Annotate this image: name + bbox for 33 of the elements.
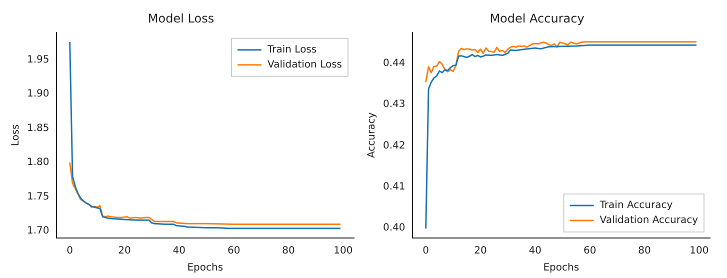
x-tick-label: 60 (227, 246, 240, 257)
y-tick-label: 1.70 (27, 226, 50, 237)
legend-label: Validation Accuracy (600, 215, 698, 226)
x-tick-label: 80 (638, 246, 651, 257)
y-axis-title: Accuracy (366, 112, 378, 158)
y-axis-title: Loss (10, 124, 22, 146)
y-tick-label: 1.95 (27, 54, 50, 66)
y-tick-label: 0.40 (383, 222, 406, 234)
x-tick-label: 100 (334, 246, 353, 257)
x-tick-label: 100 (690, 246, 709, 257)
x-tick-label: 20 (474, 246, 487, 257)
legend-label: Train Loss (266, 44, 317, 56)
y-tick-label: 0.42 (383, 140, 406, 152)
legend-label: Train Accuracy (598, 200, 673, 212)
y-tick-label: 1.80 (27, 157, 50, 168)
y-tick-label: 1.85 (27, 122, 50, 134)
legend-label: Validation Loss (268, 59, 342, 70)
x-tick-label: 0 (422, 246, 429, 257)
x-tick-label: 40 (528, 246, 542, 257)
x-tick-label: 0 (66, 246, 73, 257)
x-tick-label: 20 (118, 246, 131, 257)
x-tick-label: 60 (583, 246, 596, 257)
x-axis-title: Epochs (187, 262, 224, 274)
y-tick-label: 1.90 (27, 88, 50, 100)
chart-title: Model Loss (148, 11, 214, 26)
x-tick-label: 40 (172, 246, 186, 257)
chart-title: Model Accuracy (490, 11, 584, 26)
y-tick-label: 0.43 (383, 99, 406, 110)
y-tick-label: 1.75 (27, 191, 50, 202)
y-tick-label: 0.41 (383, 181, 406, 192)
y-tick-label: 0.44 (383, 58, 406, 70)
x-tick-label: 80 (282, 246, 295, 257)
x-axis-title: Epochs (543, 262, 580, 274)
